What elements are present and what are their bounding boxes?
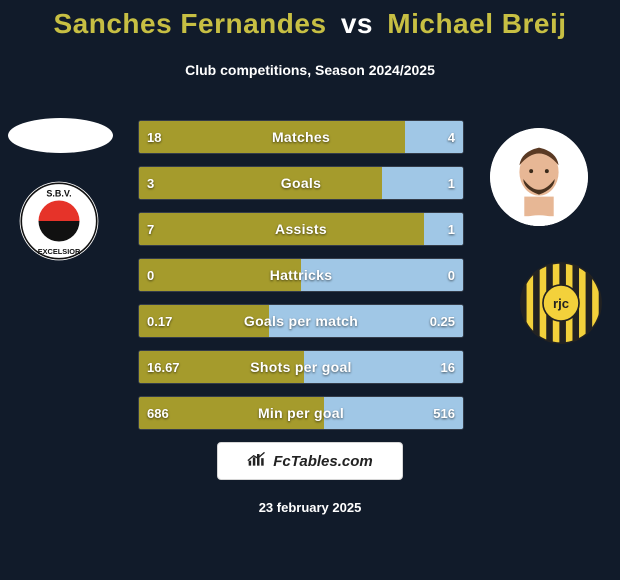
brand-badge: FcTables.com xyxy=(217,442,403,480)
svg-text:EXCELSIOR: EXCELSIOR xyxy=(38,247,81,256)
stat-label: Hattricks xyxy=(139,259,463,291)
brand-text: FcTables.com xyxy=(273,453,372,470)
stat-row: 16.6716Shots per goal xyxy=(138,350,464,384)
stat-label: Matches xyxy=(139,121,463,153)
stat-label: Goals xyxy=(139,167,463,199)
title-player2: Michael Breij xyxy=(387,8,566,39)
stat-label: Assists xyxy=(139,213,463,245)
svg-text:rjc: rjc xyxy=(553,296,569,311)
date-text: 23 february 2025 xyxy=(0,500,620,515)
page-title: Sanches Fernandes vs Michael Breij xyxy=(0,8,620,40)
stat-row: 00Hattricks xyxy=(138,258,464,292)
player2-avatar xyxy=(490,128,588,226)
stat-row: 31Goals xyxy=(138,166,464,200)
stat-label: Shots per goal xyxy=(139,351,463,383)
stat-row: 71Assists xyxy=(138,212,464,246)
player1-avatar xyxy=(8,118,113,153)
player2-club-badge-icon: rjc xyxy=(520,262,602,344)
stat-bars: 184Matches 31Goals 71Assists 00Hattricks 0.1… xyxy=(138,120,464,442)
title-vs: vs xyxy=(341,8,373,39)
stat-row: 0.170.25Goals per match xyxy=(138,304,464,338)
stat-row: 184Matches xyxy=(138,120,464,154)
title-player1: Sanches Fernandes xyxy=(53,8,326,39)
svg-text:S.B.V.: S.B.V. xyxy=(46,188,71,198)
player1-club-badge-icon: S.B.V. EXCELSIOR xyxy=(18,180,100,262)
chart-icon xyxy=(247,450,267,472)
subtitle: Club competitions, Season 2024/2025 xyxy=(0,62,620,78)
stat-row: 686516Min per goal xyxy=(138,396,464,430)
comparison-card: Sanches Fernandes vs Michael Breij Club … xyxy=(0,0,620,580)
stat-label: Goals per match xyxy=(139,305,463,337)
stat-label: Min per goal xyxy=(139,397,463,429)
